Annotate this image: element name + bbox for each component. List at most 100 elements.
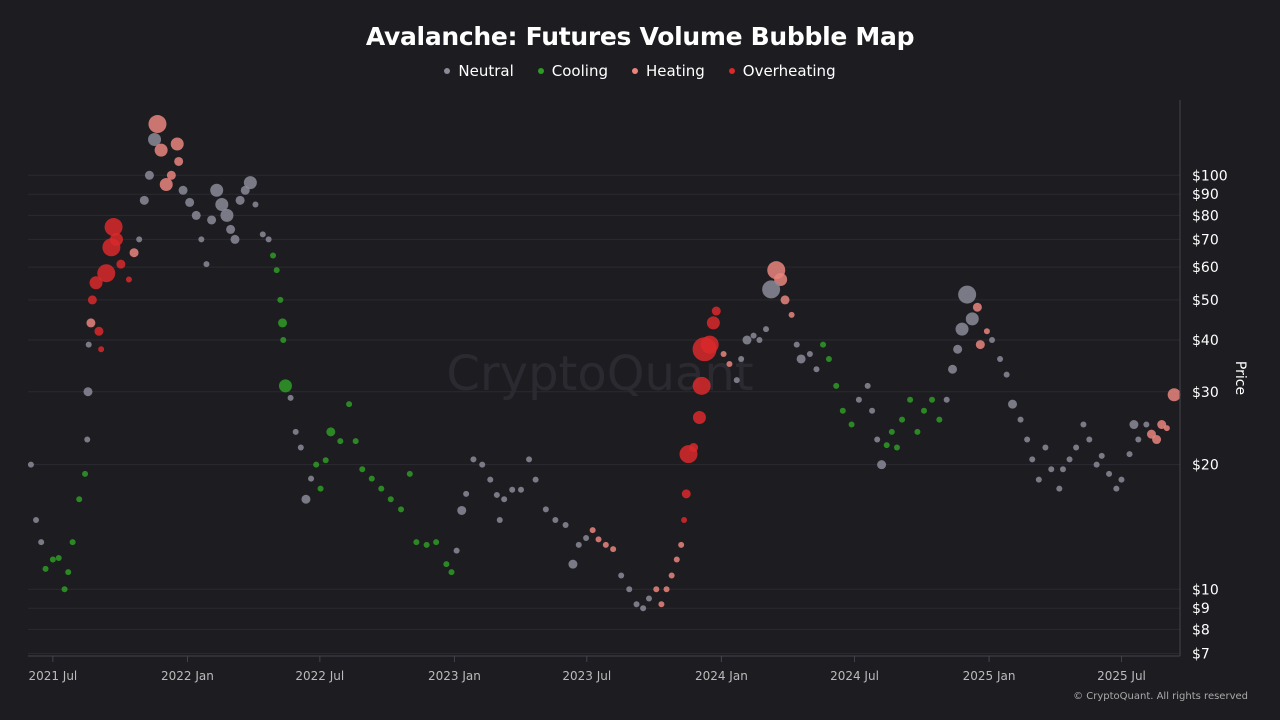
bubble-neutral[interactable]: [552, 517, 559, 524]
bubble-cooling[interactable]: [69, 539, 76, 546]
bubble-heating[interactable]: [678, 541, 685, 548]
bubble-neutral[interactable]: [989, 337, 996, 344]
bubble-neutral[interactable]: [1098, 452, 1105, 459]
bubble-neutral[interactable]: [575, 541, 582, 548]
bubble-heating[interactable]: [972, 302, 982, 312]
bubble-cooling[interactable]: [42, 565, 49, 572]
bubble-neutral[interactable]: [83, 387, 93, 397]
bubble-neutral[interactable]: [84, 436, 91, 443]
bubble-neutral[interactable]: [457, 505, 467, 515]
bubble-neutral[interactable]: [33, 517, 40, 524]
bubble-cooling[interactable]: [929, 396, 936, 403]
bubble-neutral[interactable]: [562, 521, 569, 528]
bubble-neutral[interactable]: [526, 456, 533, 463]
bubble-heating[interactable]: [788, 311, 795, 318]
bubble-heating[interactable]: [663, 586, 670, 593]
bubble-cooling[interactable]: [359, 466, 366, 473]
bubble-neutral[interactable]: [869, 407, 876, 414]
bubble-neutral[interactable]: [220, 208, 234, 222]
bubble-neutral[interactable]: [235, 195, 245, 205]
bubble-heating[interactable]: [589, 527, 596, 534]
bubble-neutral[interactable]: [1048, 466, 1055, 473]
bubble-cooling[interactable]: [914, 428, 921, 435]
bubble-overheating[interactable]: [711, 306, 721, 316]
bubble-heating[interactable]: [129, 248, 139, 258]
bubble-neutral[interactable]: [763, 326, 770, 333]
bubble-overheating[interactable]: [87, 295, 97, 305]
bubble-neutral[interactable]: [738, 355, 745, 362]
bubble-cooling[interactable]: [277, 296, 284, 303]
bubble-neutral[interactable]: [215, 198, 229, 212]
bubble-overheating[interactable]: [125, 276, 132, 283]
bubble-neutral[interactable]: [1042, 444, 1049, 451]
bubble-neutral[interactable]: [948, 364, 958, 374]
bubble-heating[interactable]: [780, 295, 790, 305]
bubble-neutral[interactable]: [750, 332, 757, 339]
bubble-neutral[interactable]: [453, 547, 460, 554]
bubble-neutral[interactable]: [185, 197, 195, 207]
bubble-cooling[interactable]: [337, 438, 344, 445]
bubble-neutral[interactable]: [509, 486, 516, 493]
bubble-neutral[interactable]: [85, 341, 92, 348]
bubble-neutral[interactable]: [191, 210, 201, 220]
bubble-overheating[interactable]: [706, 316, 720, 330]
bubble-neutral[interactable]: [796, 354, 806, 364]
bubble-neutral[interactable]: [1017, 416, 1024, 423]
bubble-neutral[interactable]: [243, 176, 257, 190]
bubble-overheating[interactable]: [94, 326, 104, 336]
bubble-overheating[interactable]: [692, 410, 706, 424]
bubble-neutral[interactable]: [618, 572, 625, 579]
bubble-neutral[interactable]: [958, 285, 977, 304]
bubble-neutral[interactable]: [308, 475, 315, 482]
bubble-heating[interactable]: [653, 586, 660, 593]
bubble-neutral[interactable]: [27, 461, 34, 468]
bubble-neutral[interactable]: [1003, 371, 1010, 378]
bubble-cooling[interactable]: [899, 416, 906, 423]
bubble-neutral[interactable]: [953, 344, 963, 354]
bubble-neutral[interactable]: [203, 261, 210, 268]
bubble-neutral[interactable]: [645, 595, 652, 602]
bubble-heating[interactable]: [159, 178, 173, 192]
bubble-cooling[interactable]: [433, 539, 440, 546]
bubble-cooling[interactable]: [883, 442, 890, 449]
bubble-neutral[interactable]: [1080, 421, 1087, 428]
bubble-cooling[interactable]: [833, 382, 840, 389]
bubble-cooling[interactable]: [448, 569, 455, 576]
bubble-neutral[interactable]: [756, 337, 763, 344]
bubble-heating[interactable]: [166, 170, 176, 180]
bubble-neutral[interactable]: [265, 236, 272, 243]
bubble-heating[interactable]: [673, 556, 680, 563]
bubble-cooling[interactable]: [326, 427, 336, 437]
bubble-cooling[interactable]: [55, 555, 62, 562]
bubble-neutral[interactable]: [496, 517, 503, 524]
bubble-neutral[interactable]: [997, 355, 1004, 362]
bubble-cooling[interactable]: [352, 438, 359, 445]
bubble-neutral[interactable]: [1135, 436, 1142, 443]
bubble-cooling[interactable]: [839, 407, 846, 414]
bubble-neutral[interactable]: [793, 341, 800, 348]
legend-item-cooling[interactable]: Cooling: [537, 62, 608, 80]
bubble-neutral[interactable]: [874, 436, 881, 443]
bubble-heating[interactable]: [595, 536, 602, 543]
bubble-neutral[interactable]: [1086, 436, 1093, 443]
legend-item-heating[interactable]: Heating: [631, 62, 705, 80]
bubble-heating[interactable]: [767, 261, 786, 280]
bubble-cooling[interactable]: [413, 539, 420, 546]
bubble-neutral[interactable]: [955, 322, 969, 336]
bubble-neutral[interactable]: [1029, 456, 1036, 463]
bubble-heating[interactable]: [975, 340, 985, 350]
bubble-cooling[interactable]: [936, 416, 943, 423]
bubble-overheating[interactable]: [104, 218, 123, 237]
bubble-neutral[interactable]: [292, 428, 299, 435]
bubble-neutral[interactable]: [633, 601, 640, 608]
bubble-cooling[interactable]: [921, 407, 927, 414]
bubble-neutral[interactable]: [813, 366, 820, 373]
bubble-neutral[interactable]: [487, 476, 494, 483]
bubble-neutral[interactable]: [864, 382, 871, 389]
bubble-cooling[interactable]: [82, 470, 89, 477]
bubble-cooling[interactable]: [273, 267, 280, 274]
bubble-neutral[interactable]: [806, 351, 813, 358]
bubble-neutral[interactable]: [301, 494, 311, 504]
bubble-neutral[interactable]: [178, 185, 188, 195]
bubble-overheating[interactable]: [97, 264, 116, 283]
